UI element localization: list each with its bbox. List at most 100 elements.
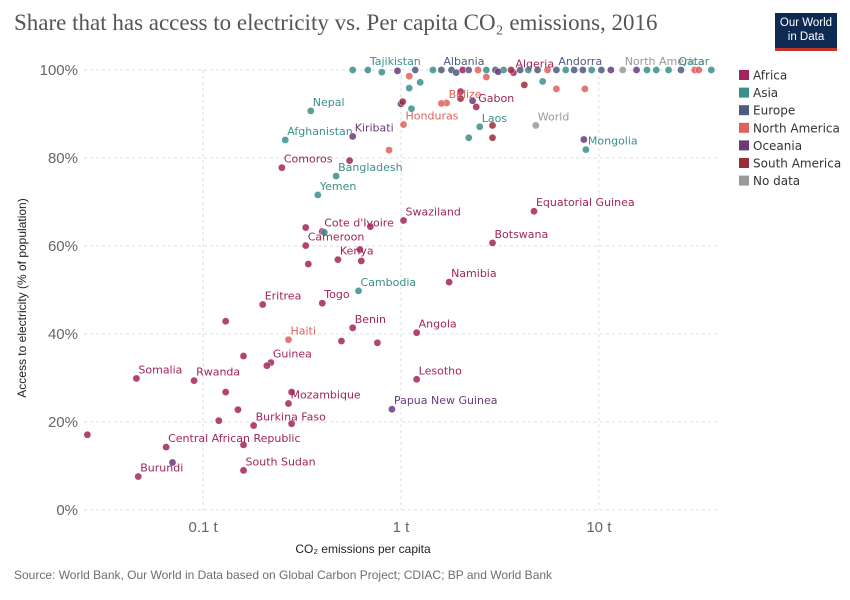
data-point[interactable] <box>366 222 375 231</box>
legend-item-label[interactable]: Africa <box>753 69 787 83</box>
data-point[interactable] <box>388 405 396 414</box>
data-point[interactable] <box>221 317 230 326</box>
data-point[interactable] <box>561 66 570 74</box>
data-point[interactable] <box>373 338 382 347</box>
data-point[interactable] <box>552 85 561 93</box>
data-point[interactable] <box>134 472 143 481</box>
data-point[interactable] <box>530 207 538 216</box>
data-point[interactable] <box>412 375 421 384</box>
legend-item-label[interactable]: North America <box>753 121 840 135</box>
data-point[interactable] <box>597 66 606 74</box>
data-point[interactable] <box>221 388 230 396</box>
data-point[interactable] <box>314 191 322 199</box>
data-point[interactable] <box>301 223 310 232</box>
data-point[interactable] <box>552 66 561 74</box>
data-point[interactable] <box>348 324 357 332</box>
data-point[interactable] <box>345 156 354 165</box>
data-point[interactable] <box>416 78 424 87</box>
data-point[interactable] <box>488 121 497 130</box>
data-point[interactable] <box>348 66 357 74</box>
data-point[interactable] <box>543 66 552 74</box>
data-point[interactable] <box>429 66 437 74</box>
data-point[interactable] <box>393 67 402 75</box>
data-point[interactable] <box>632 66 641 74</box>
data-point[interactable] <box>472 103 481 111</box>
data-point[interactable] <box>652 66 661 74</box>
data-point[interactable] <box>378 68 386 76</box>
data-point[interactable] <box>677 66 685 74</box>
data-points[interactable] <box>83 66 716 481</box>
data-point[interactable] <box>278 163 286 172</box>
data-point[interactable] <box>468 97 477 105</box>
data-point[interactable] <box>445 278 453 286</box>
data-point[interactable] <box>475 122 484 131</box>
data-point[interactable] <box>405 84 413 92</box>
data-point[interactable] <box>456 94 465 103</box>
data-point[interactable] <box>249 421 258 430</box>
data-point[interactable] <box>507 66 515 74</box>
data-point[interactable] <box>579 66 587 74</box>
data-point[interactable] <box>695 66 703 74</box>
legend-swatch[interactable] <box>739 70 749 80</box>
data-point[interactable] <box>399 120 408 129</box>
data-point[interactable] <box>494 67 503 76</box>
data-point[interactable] <box>385 146 393 154</box>
data-point[interactable] <box>607 66 615 74</box>
legend[interactable]: Africa Asia Europe North America Oceania Sout… <box>739 69 841 189</box>
data-point[interactable] <box>239 466 248 475</box>
data-point[interactable] <box>281 136 290 144</box>
data-point[interactable] <box>524 66 533 74</box>
data-point[interactable] <box>474 66 482 74</box>
legend-item-label[interactable]: Asia <box>753 86 778 100</box>
data-point[interactable] <box>354 287 363 295</box>
data-point[interactable] <box>411 66 420 74</box>
data-point[interactable] <box>258 300 267 309</box>
data-point[interactable] <box>520 81 529 89</box>
data-point[interactable] <box>190 376 198 385</box>
data-point[interactable] <box>304 260 313 268</box>
data-point[interactable] <box>587 66 596 74</box>
data-point[interactable] <box>318 299 327 308</box>
data-point[interactable] <box>168 458 177 467</box>
data-point[interactable] <box>488 239 497 247</box>
legend-item-label[interactable]: Europe <box>753 104 795 118</box>
data-point[interactable] <box>162 443 170 451</box>
data-point[interactable] <box>405 72 413 80</box>
data-point[interactable] <box>356 245 364 254</box>
data-point[interactable] <box>357 257 366 265</box>
data-point[interactable] <box>214 416 223 425</box>
data-point[interactable] <box>707 66 716 74</box>
data-point[interactable] <box>533 66 542 74</box>
owid-logo[interactable]: Our World in Data <box>775 13 837 51</box>
data-point[interactable] <box>234 405 242 414</box>
data-point[interactable] <box>301 241 310 250</box>
data-point[interactable] <box>364 66 372 74</box>
data-point[interactable] <box>399 216 408 225</box>
legend-swatch[interactable] <box>739 140 749 151</box>
data-point[interactable] <box>398 97 407 106</box>
data-point[interactable] <box>337 337 346 345</box>
data-point[interactable] <box>263 361 271 370</box>
data-point[interactable] <box>664 66 673 74</box>
data-point[interactable] <box>348 132 357 141</box>
legend-swatch[interactable] <box>739 105 749 116</box>
data-point[interactable] <box>407 104 416 113</box>
data-point[interactable] <box>482 73 491 81</box>
data-point[interactable] <box>284 399 293 408</box>
legend-item-label[interactable]: South America <box>753 157 841 171</box>
data-point[interactable] <box>239 441 248 449</box>
data-point[interactable] <box>516 66 524 74</box>
data-point[interactable] <box>580 135 588 144</box>
data-point[interactable] <box>287 388 296 396</box>
data-point[interactable] <box>482 66 491 74</box>
data-point[interactable] <box>452 68 460 77</box>
data-point[interactable] <box>83 430 92 439</box>
legend-item-label[interactable]: Oceania <box>753 139 802 153</box>
data-point[interactable] <box>334 255 342 264</box>
data-point[interactable] <box>538 77 547 86</box>
data-point[interactable] <box>570 66 578 74</box>
data-point[interactable] <box>643 66 651 74</box>
legend-item-label[interactable]: No data <box>753 174 800 188</box>
data-point[interactable] <box>332 172 340 180</box>
legend-swatch[interactable] <box>739 122 749 133</box>
